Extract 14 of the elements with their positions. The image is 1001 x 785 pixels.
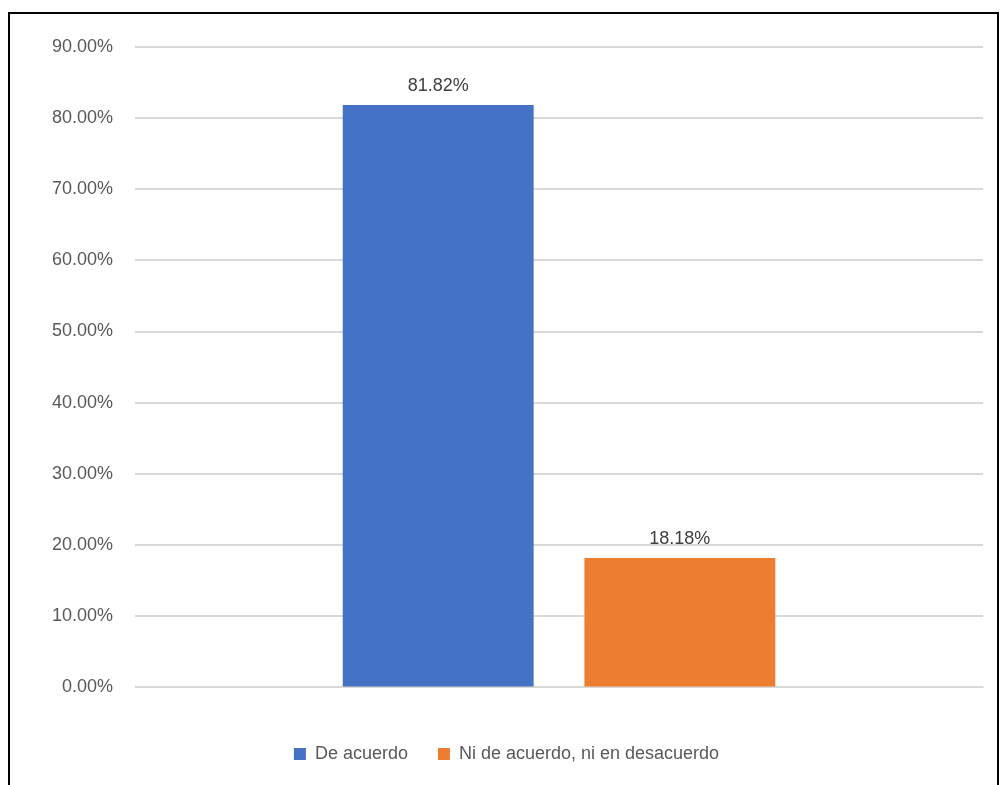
y-tick-label: 30.00% [51, 462, 114, 483]
y-tick-label: 80.00% [51, 106, 114, 127]
y-tick-label: 50.00% [51, 320, 114, 341]
data-label: 81.82% [407, 74, 469, 95]
y-tick-label: 90.00% [51, 35, 114, 56]
legend-label: Ni de acuerdo, ni en desacuerdo [458, 742, 720, 763]
y-tick-label: 70.00% [51, 178, 114, 199]
y-tick-label: 40.00% [51, 391, 114, 412]
y-tick-label: 0.00% [62, 676, 114, 697]
y-tick-label: 10.00% [51, 605, 114, 626]
y-tick-label: 60.00% [51, 249, 114, 270]
legend-label: De acuerdo [314, 742, 408, 763]
data-label: 18.18% [649, 527, 711, 548]
y-tick-label: 20.00% [51, 534, 114, 555]
